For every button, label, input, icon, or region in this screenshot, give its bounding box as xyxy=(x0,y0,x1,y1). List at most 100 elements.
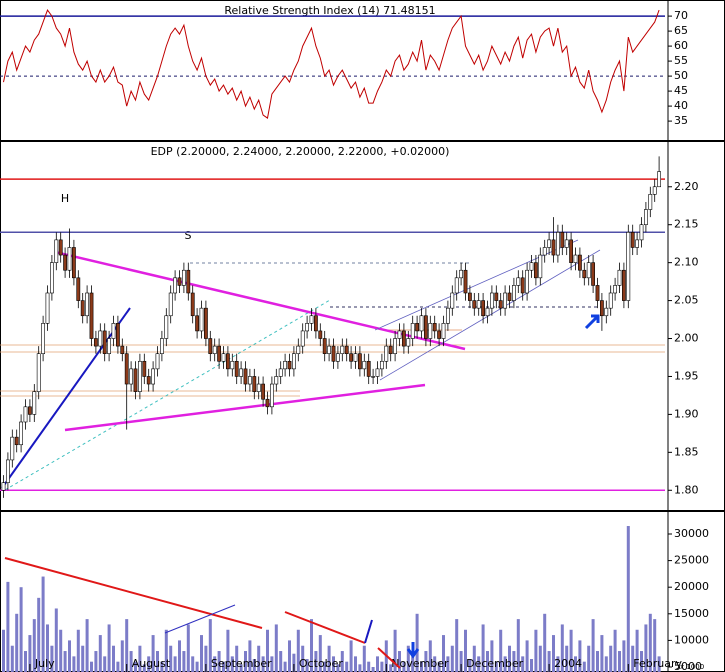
candle-body xyxy=(129,368,134,385)
candle-body xyxy=(520,277,525,294)
candle-body xyxy=(591,262,596,286)
candle-body xyxy=(573,254,578,263)
candle-body xyxy=(639,224,644,241)
volume-bar xyxy=(565,645,569,672)
candle-body xyxy=(472,300,477,309)
volume-bar xyxy=(310,619,313,672)
volume-bar xyxy=(547,651,551,672)
volume-bar xyxy=(54,608,58,672)
candle-body xyxy=(102,330,107,354)
candle-body xyxy=(287,360,292,370)
candle-body xyxy=(234,360,239,377)
volume-drawings xyxy=(4,557,420,669)
volume-bar xyxy=(217,651,221,672)
candle-body xyxy=(613,285,618,294)
candle-body xyxy=(27,406,32,415)
candle-body xyxy=(586,262,591,279)
y-tick-label: 2.10 xyxy=(674,256,699,269)
volume-bar xyxy=(222,661,225,672)
y-tick-label: 1.95 xyxy=(674,369,699,382)
volume-bar xyxy=(446,656,450,672)
candle-body xyxy=(76,277,81,301)
volume-bar xyxy=(283,661,287,672)
volume-bar xyxy=(279,651,283,672)
volume-bar xyxy=(604,656,608,672)
candle-body xyxy=(485,307,490,317)
volume-bar xyxy=(186,624,190,672)
y-tick-label: 30000 xyxy=(674,527,709,540)
candle-body xyxy=(212,345,217,354)
candle-body xyxy=(278,368,283,377)
x-tick-label: February xyxy=(633,657,682,670)
y-tick-label: 55 xyxy=(674,54,688,67)
candle-body xyxy=(261,383,266,400)
y-tick-label: 35 xyxy=(674,114,688,127)
volume-bar xyxy=(274,624,278,672)
volume-bar xyxy=(420,661,423,672)
y-tick-label: 70 xyxy=(674,9,688,22)
candle-body xyxy=(239,368,244,377)
volume-bar xyxy=(424,651,428,672)
volume-bar xyxy=(90,661,93,672)
volume-bar xyxy=(50,645,54,672)
y-tick-label: 25000 xyxy=(674,554,709,567)
volume-bar xyxy=(345,661,349,672)
volume-bar xyxy=(534,629,538,672)
candle-body xyxy=(362,360,367,370)
y-tick-label: 40 xyxy=(674,99,688,112)
volume-bar xyxy=(112,645,115,672)
candle-body xyxy=(353,353,358,362)
candle-body xyxy=(45,292,50,324)
volume-bar xyxy=(235,645,239,672)
candle-body xyxy=(155,353,160,370)
volume-bar xyxy=(248,640,252,672)
candle-body xyxy=(204,307,208,339)
volume-bar xyxy=(494,661,498,672)
volume-bar xyxy=(85,619,89,672)
y-tick-label: 20000 xyxy=(674,580,709,593)
candle-body xyxy=(94,338,98,347)
volume-bar xyxy=(354,656,357,672)
y-tick-label: 5000 xyxy=(674,660,702,672)
volume-bar xyxy=(437,661,441,672)
candle-body xyxy=(322,338,327,354)
candle-body xyxy=(300,330,305,347)
candle-body xyxy=(151,368,156,385)
volume-bar xyxy=(107,624,111,672)
candle-body xyxy=(643,209,648,226)
candle-body xyxy=(388,345,393,354)
volume-bar xyxy=(591,619,595,672)
volume-bar xyxy=(103,656,107,672)
candle-body xyxy=(226,353,230,370)
y-tick-label: 50 xyxy=(674,69,688,82)
volume-bar xyxy=(208,619,212,672)
candle-body xyxy=(379,360,384,370)
volume-bar xyxy=(129,651,133,672)
candle-body xyxy=(120,345,125,354)
volume-bar xyxy=(2,629,5,672)
annotation: H xyxy=(61,192,69,205)
candle-body xyxy=(454,277,459,294)
candle-body xyxy=(133,368,138,392)
volume-bar xyxy=(340,651,344,672)
volume-bar xyxy=(59,629,63,672)
candle-body xyxy=(80,300,85,317)
candle-body xyxy=(116,323,120,347)
candle-body xyxy=(630,231,635,248)
candle-body xyxy=(564,239,569,248)
candle-body xyxy=(608,292,613,309)
volume-trend-line xyxy=(4,557,263,629)
candle-body xyxy=(503,292,508,309)
candle-body xyxy=(604,307,609,317)
candle-body xyxy=(243,368,248,385)
candle-body xyxy=(318,330,323,339)
volume-bar xyxy=(468,659,472,672)
volume-bar xyxy=(257,645,261,672)
volume-bar xyxy=(41,576,45,672)
candle-body xyxy=(14,436,19,446)
volume-bar xyxy=(116,661,120,672)
volume-bar xyxy=(318,635,322,672)
candle-body xyxy=(476,300,481,309)
volume-bar xyxy=(512,651,516,672)
